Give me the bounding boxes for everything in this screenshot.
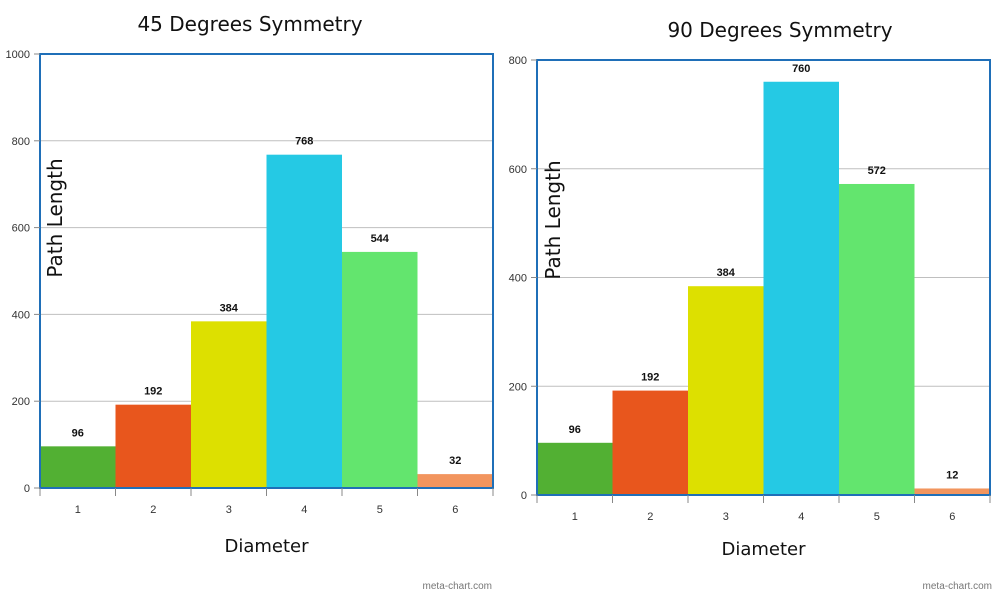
data-label: 192 xyxy=(144,386,162,398)
x-tick-label: 4 xyxy=(301,504,307,516)
bar xyxy=(342,251,418,488)
bar xyxy=(763,81,839,495)
data-label: 384 xyxy=(220,302,239,314)
y-tick-label: 0 xyxy=(521,490,527,502)
bar xyxy=(537,442,613,495)
y-tick-label: 800 xyxy=(12,136,30,148)
bar xyxy=(191,321,267,488)
data-label: 384 xyxy=(717,267,736,279)
x-tick-label: 2 xyxy=(647,511,653,523)
x-axis-title: Diameter xyxy=(224,536,309,557)
x-tick-label: 4 xyxy=(798,511,804,523)
bar xyxy=(40,446,116,488)
bar xyxy=(688,286,764,495)
bar xyxy=(839,183,915,495)
bar xyxy=(266,154,342,489)
data-label: 768 xyxy=(295,136,313,148)
y-tick-label: 600 xyxy=(509,164,527,176)
y-tick-label: 1000 xyxy=(6,49,30,61)
y-tick-label: 0 xyxy=(24,483,30,495)
chart-panel-right: 90 Degrees Symmetry 96 192 384 760 572 12 0 200… xyxy=(500,0,1000,600)
data-label: 96 xyxy=(72,427,84,439)
bar xyxy=(115,404,191,488)
y-tick-label: 400 xyxy=(12,309,30,321)
data-label: 96 xyxy=(569,424,581,436)
chart-panel-left: 45 Degrees Symmetry 96 192 384 768 544 32 0 200… xyxy=(6,12,494,592)
y-tick-label: 800 xyxy=(509,55,527,67)
data-label: 572 xyxy=(868,165,886,177)
x-tick-label: 5 xyxy=(874,511,880,523)
watermark: meta-chart.com xyxy=(422,581,492,592)
y-tick-label: 600 xyxy=(12,223,30,235)
watermark: meta-chart.com xyxy=(922,581,992,592)
chart-title: 90 Degrees Symmetry xyxy=(667,18,893,42)
x-tick-label: 3 xyxy=(723,511,729,523)
x-tick-label: 3 xyxy=(226,504,232,516)
data-label: 12 xyxy=(946,469,958,481)
data-label: 760 xyxy=(792,63,810,75)
data-label: 544 xyxy=(371,233,390,245)
chart-title: 45 Degrees Symmetry xyxy=(137,12,363,36)
x-tick-label: 2 xyxy=(150,504,156,516)
bar xyxy=(914,488,990,495)
x-tick-label: 5 xyxy=(377,504,383,516)
data-label: 192 xyxy=(641,372,659,384)
y-axis-title: Path Length xyxy=(43,158,67,277)
y-tick-label: 200 xyxy=(509,381,527,393)
x-tick-label: 1 xyxy=(75,504,81,516)
x-tick-label: 6 xyxy=(949,511,955,523)
bar xyxy=(612,390,688,495)
y-tick-label: 400 xyxy=(509,273,527,285)
x-axis-title: Diameter xyxy=(721,539,806,560)
data-label: 32 xyxy=(449,455,461,467)
x-tick-label: 1 xyxy=(572,511,578,523)
y-tick-label: 200 xyxy=(12,396,30,408)
x-tick-label: 6 xyxy=(452,504,458,516)
bar xyxy=(417,474,493,488)
y-axis-title: Path Length xyxy=(541,160,565,279)
